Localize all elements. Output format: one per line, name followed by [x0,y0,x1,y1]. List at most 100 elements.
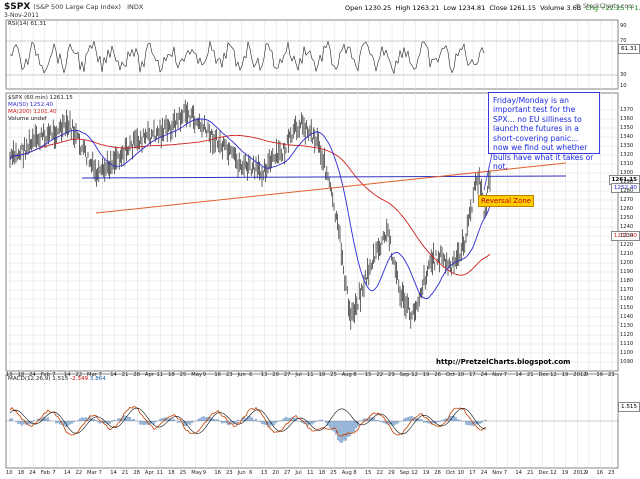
chart-header: $SPX (S&P 500 Large Cap Index) INDX 3-Nov… [0,0,640,20]
x-tick-label: Oct [445,470,455,476]
x-tick-label: 29 [388,372,395,378]
price-tick-label: 1290 [620,179,634,185]
x-tick-label: 13 [260,372,268,378]
rsi-tick-label: 30 [620,72,627,78]
x-tick-label: 25 [179,372,187,378]
x-tick-label: 20 [272,372,279,378]
macd-line [9,405,487,437]
red-trendline [95,162,567,214]
x-tick-label: Mar [87,470,97,476]
price-tick-label: 1310 [620,161,634,167]
x-tick-label: 18 [17,470,25,476]
x-tick-label: 15 [364,470,372,476]
x-tick-label: Feb [40,372,50,378]
x-tick-label: 22 [75,372,83,378]
x-tick-label: 8 [353,470,357,476]
ma200-label: MA(200) 1201.40 [8,109,57,115]
x-tick-label: 12 [550,372,557,378]
x-tick-label: 9 [202,372,207,378]
price-tick-label: 1340 [620,134,634,140]
x-tick-label: 11 [307,470,314,476]
blog-url: http://PretzelCharts.blogspot.com [436,358,571,366]
x-tick-label: 22 [75,470,83,476]
x-tick-label: 17 [469,372,476,378]
x-tick-label: 19 [561,372,569,378]
x-tick-label: 18 [168,372,175,378]
x-tick-label: Jun [237,470,246,476]
x-tick-label: 7 [503,470,508,476]
price-tick-label: 1150 [620,305,634,311]
x-tick-label: Sep [399,470,410,476]
stockcharts-credit: © StockCharts.com [575,3,634,10]
x-tick-label: 28 [133,372,140,378]
price-tick-label: 1370 [620,107,634,113]
ma200-line [9,134,491,276]
x-tick-label: Apr [144,372,154,378]
x-tick-label: 18 [17,372,25,378]
x-tick-label: Sep [399,372,410,378]
x-tick-label: 21 [526,372,534,378]
price-tick-label: 1130 [620,323,634,329]
x-tick-label: 11 [156,470,164,476]
x-tick-label: 24 [29,470,36,476]
macd-value-box: 1.515 [617,402,640,412]
x-tick-label: May [191,470,202,476]
x-tick-label: 18 [318,470,326,476]
rsi-panel [5,19,619,90]
blue-trendline [81,175,567,179]
price-tick-label: 1230 [620,233,634,239]
x-tick-label: 14 [515,372,522,378]
ma50-line [9,118,491,299]
x-tick-label: 11 [307,372,314,378]
x-tick-label: 6 [249,372,253,378]
x-tick-label: May [191,372,202,378]
x-tick-label: 7 [52,372,56,378]
x-tick-label: 16 [214,470,221,476]
price-tick-label: 1160 [620,296,634,302]
x-tick-label: 27 [283,470,291,476]
x-tick-label: 7 [98,372,102,378]
price-tick-label: 1330 [620,143,634,149]
x-tick-label: 2012 [573,372,587,378]
x-tick-label: 11 [156,372,164,378]
x-tick-label: 14 [63,372,71,378]
price-tick-label: 1190 [620,269,634,275]
x-tick-label: 10 [6,470,13,476]
x-tick-label: 9 [202,470,207,476]
x-tick-label: 14 [63,470,71,476]
price-tick-label: 1350 [620,125,634,131]
x-tick-label: 21 [121,470,129,476]
x-tick-label: 26 [434,470,441,476]
x-tick-label: 7 [98,470,102,476]
gridlines [6,20,618,468]
x-tick-label: Oct [445,372,455,378]
price-tick-label: 1220 [620,242,634,248]
price-tick-label: 1240 [620,224,634,230]
x-tick-label: 21 [121,372,129,378]
x-tick-label: 23 [225,470,233,476]
annotation-callout: Friday/Monday is an important test for t… [488,92,600,171]
x-tick-label: Apr [144,470,154,476]
x-tick-label: 14 [110,470,117,476]
price-tick-label: 1170 [620,287,634,293]
x-tick-label: 25 [330,470,337,476]
x-tick-label: 29 [388,470,395,476]
x-tick-label: Feb [40,470,50,476]
x-tick-label: 21 [526,470,534,476]
x-tick-label: 28 [133,470,140,476]
rsi-line [9,40,485,75]
x-tick-label: 24 [480,372,488,378]
callout-pointer [483,153,493,191]
x-tick-label: 18 [318,372,326,378]
x-tick-label: 16 [596,372,604,378]
x-tick-label: 22 [376,470,384,476]
price-tick-label: 1180 [620,278,634,284]
price-tick-label: 1090 [620,359,634,365]
x-tick-label: 19 [561,470,569,476]
x-tick-label: Jul [295,372,302,378]
x-tick-label: 25 [179,470,187,476]
x-tick-label: 19 [422,470,430,476]
price-tick-label: 1100 [620,350,634,356]
x-tick-label: Nov [492,470,503,476]
